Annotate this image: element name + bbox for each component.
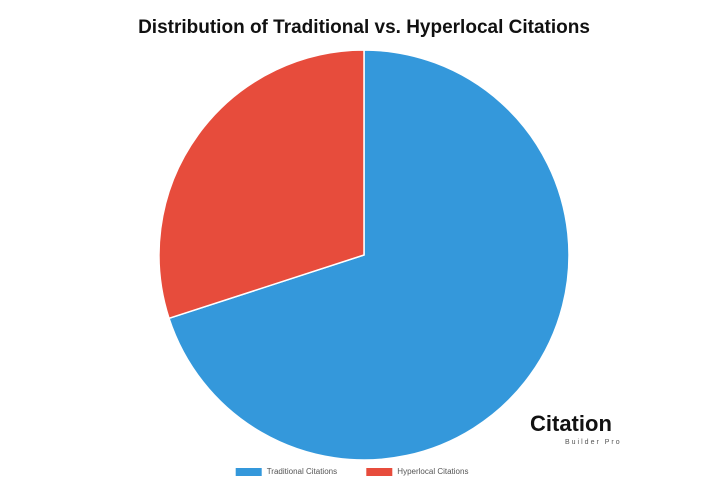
pie-slice: [158, 49, 365, 320]
watermark: Citation Builder Pro: [530, 411, 622, 446]
legend-swatch: [366, 468, 393, 476]
legend-label: Traditional Citations: [267, 467, 337, 476]
legend-swatch: [235, 468, 262, 476]
legend-label: Hyperlocal Citations: [397, 467, 468, 476]
watermark-tagline: Builder Pro: [565, 439, 622, 446]
pie-slice: [168, 49, 570, 461]
chart-title: Distribution of Traditional vs. Hyperloc…: [138, 17, 590, 38]
watermark-name: Citation: [530, 411, 612, 436]
